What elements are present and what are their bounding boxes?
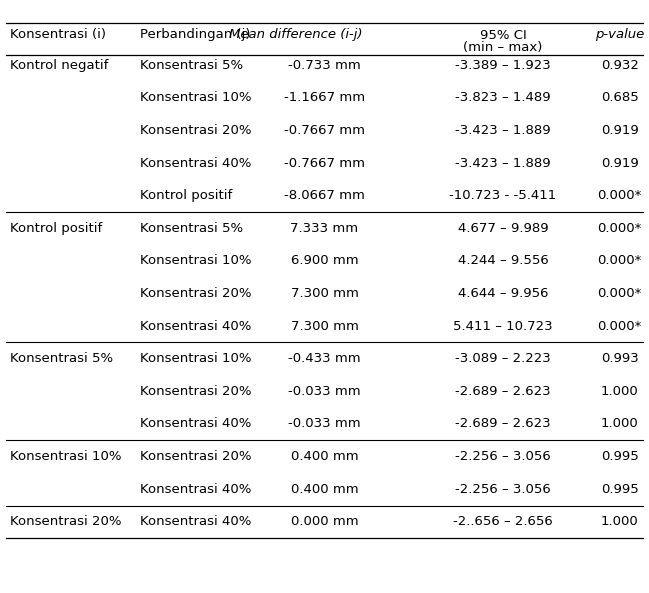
Text: Konsentrasi 20%: Konsentrasi 20%: [10, 515, 121, 528]
Text: Konsentrasi 5%: Konsentrasi 5%: [10, 352, 113, 365]
Text: 6.900 mm: 6.900 mm: [291, 254, 358, 267]
Text: Perbandingan (j): Perbandingan (j): [140, 28, 250, 41]
Text: Konsentrasi 10%: Konsentrasi 10%: [140, 254, 251, 267]
Text: 4.677 – 9.989: 4.677 – 9.989: [458, 222, 548, 235]
Text: Kontrol positif: Kontrol positif: [140, 189, 232, 202]
Text: Konsentrasi 40%: Konsentrasi 40%: [140, 417, 251, 431]
Text: Konsentrasi 10%: Konsentrasi 10%: [140, 352, 251, 365]
Text: 5.411 – 10.723: 5.411 – 10.723: [453, 320, 553, 333]
Text: p-value: p-value: [595, 28, 644, 41]
Text: -2.689 – 2.623: -2.689 – 2.623: [455, 385, 551, 398]
Text: 0.000 mm: 0.000 mm: [291, 515, 358, 528]
Text: Konsentrasi (i): Konsentrasi (i): [10, 28, 106, 41]
Text: 0.685: 0.685: [601, 91, 639, 104]
Text: 0.000*: 0.000*: [598, 287, 642, 300]
Text: 95% CI: 95% CI: [480, 29, 526, 42]
Text: 0.919: 0.919: [601, 124, 639, 137]
Text: 1.000: 1.000: [601, 515, 639, 528]
Text: 0.400 mm: 0.400 mm: [291, 450, 358, 463]
Text: -0.7667 mm: -0.7667 mm: [284, 157, 365, 170]
Text: 0.932: 0.932: [601, 59, 639, 72]
Text: -3.823 – 1.489: -3.823 – 1.489: [455, 91, 551, 104]
Text: 1.000: 1.000: [601, 417, 639, 431]
Text: 4.244 – 9.556: 4.244 – 9.556: [458, 254, 548, 267]
Text: -0.433 mm: -0.433 mm: [288, 352, 361, 365]
Text: -8.0667 mm: -8.0667 mm: [284, 189, 365, 202]
Text: Konsentrasi 20%: Konsentrasi 20%: [140, 287, 251, 300]
Text: Konsentrasi 20%: Konsentrasi 20%: [140, 124, 251, 137]
Text: (min – max): (min – max): [463, 41, 543, 54]
Text: Konsentrasi 10%: Konsentrasi 10%: [10, 450, 121, 463]
Text: 0.000*: 0.000*: [598, 254, 642, 267]
Text: Konsentrasi 10%: Konsentrasi 10%: [140, 91, 251, 104]
Text: 0.000*: 0.000*: [598, 189, 642, 202]
Text: Kontrol negatif: Kontrol negatif: [10, 59, 108, 72]
Text: 4.644 – 9.956: 4.644 – 9.956: [458, 287, 548, 300]
Text: -0.033 mm: -0.033 mm: [288, 417, 361, 431]
Text: -2.256 – 3.056: -2.256 – 3.056: [455, 450, 551, 463]
Text: Mean difference (i-j): Mean difference (i-j): [228, 28, 362, 41]
Text: 7.333 mm: 7.333 mm: [291, 222, 358, 235]
Text: 0.995: 0.995: [601, 450, 639, 463]
Text: 0.000*: 0.000*: [598, 222, 642, 235]
Text: -3.423 – 1.889: -3.423 – 1.889: [455, 157, 551, 170]
Text: 0.993: 0.993: [601, 352, 639, 365]
Text: -2.689 – 2.623: -2.689 – 2.623: [455, 417, 551, 431]
Text: -10.723 - -5.411: -10.723 - -5.411: [449, 189, 557, 202]
Text: Konsentrasi 5%: Konsentrasi 5%: [140, 222, 243, 235]
Text: -3.089 – 2.223: -3.089 – 2.223: [455, 352, 551, 365]
Text: Konsentrasi 40%: Konsentrasi 40%: [140, 515, 251, 528]
Text: Kontrol positif: Kontrol positif: [10, 222, 102, 235]
Text: -3.423 – 1.889: -3.423 – 1.889: [455, 124, 551, 137]
Text: -3.389 – 1.923: -3.389 – 1.923: [455, 59, 551, 72]
Text: 0.919: 0.919: [601, 157, 639, 170]
Text: Konsentrasi 40%: Konsentrasi 40%: [140, 320, 251, 333]
Text: -0.033 mm: -0.033 mm: [288, 385, 361, 398]
Text: 7.300 mm: 7.300 mm: [291, 320, 358, 333]
Text: -2.256 – 3.056: -2.256 – 3.056: [455, 483, 551, 496]
Text: Konsentrasi 40%: Konsentrasi 40%: [140, 483, 251, 496]
Text: -1.1667 mm: -1.1667 mm: [284, 91, 365, 104]
Text: -0.733 mm: -0.733 mm: [288, 59, 361, 72]
Text: 0.000*: 0.000*: [598, 320, 642, 333]
Text: 1.000: 1.000: [601, 385, 639, 398]
Text: 0.400 mm: 0.400 mm: [291, 483, 358, 496]
Text: Konsentrasi 20%: Konsentrasi 20%: [140, 385, 251, 398]
Text: 0.995: 0.995: [601, 483, 639, 496]
Text: Konsentrasi 5%: Konsentrasi 5%: [140, 59, 243, 72]
Text: 7.300 mm: 7.300 mm: [291, 287, 358, 300]
Text: -2..656 – 2.656: -2..656 – 2.656: [453, 515, 553, 528]
Text: Konsentrasi 40%: Konsentrasi 40%: [140, 157, 251, 170]
Text: Konsentrasi 20%: Konsentrasi 20%: [140, 450, 251, 463]
Text: -0.7667 mm: -0.7667 mm: [284, 124, 365, 137]
